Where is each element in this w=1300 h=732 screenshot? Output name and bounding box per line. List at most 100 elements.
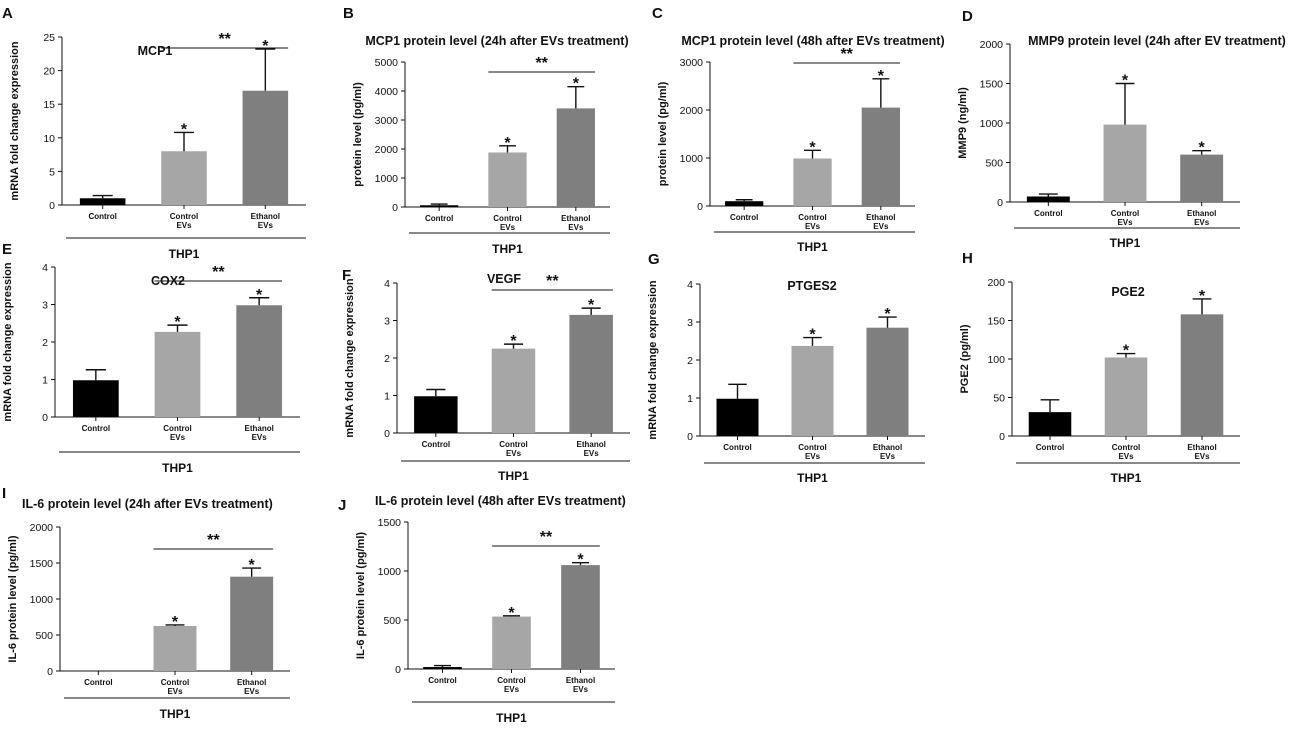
x-tick-label-line: EVs: [568, 223, 584, 232]
y-tick-label: 2000: [30, 522, 54, 534]
bar-2: [488, 152, 527, 207]
x-tick-label: Control: [82, 424, 110, 433]
chart-title: MCP1: [138, 44, 173, 58]
y-tick-label: 1500: [30, 558, 54, 570]
x-tick-label: Control: [428, 676, 456, 685]
panel-letter: B: [343, 5, 354, 22]
bar-1: [716, 398, 759, 436]
y-tick-label: 20: [43, 66, 55, 78]
y-tick-label: 0: [999, 431, 1005, 443]
bar-2: [153, 626, 197, 671]
x-tick-label-line: Ethanol: [1187, 209, 1216, 218]
x-tick-label: Ethanol EVs: [1187, 443, 1216, 461]
x-tick-label: Control EVs: [493, 214, 521, 232]
bar-2: [1104, 357, 1148, 436]
significance-star: *: [809, 327, 816, 344]
chart-title: IL-6 protein level (24h after EVs treatm…: [22, 497, 273, 511]
x-tick-label-line: EVs: [244, 687, 260, 696]
x-tick-label-line: EVs: [573, 685, 589, 694]
x-tick-label: Ethanol EVs: [251, 212, 280, 230]
x-tick-label: Control EVs: [798, 213, 826, 231]
significance-star: *: [1122, 73, 1129, 90]
panel-letter: D: [962, 8, 973, 25]
x-tick-label: Control EVs: [497, 676, 525, 694]
group-label: THP1: [492, 242, 523, 256]
y-tick-label: 2000: [680, 105, 704, 117]
bar-3: [561, 565, 600, 669]
y-tick-label: 10: [43, 133, 55, 145]
bar-3: [861, 107, 900, 206]
bar-3: [569, 314, 613, 433]
x-tick-label-line: Control: [1111, 209, 1139, 218]
y-tick-label: 50: [993, 393, 1005, 405]
y-tick-label: 100: [987, 354, 1005, 366]
chart-title: PGE2: [1111, 285, 1144, 299]
bar-3: [230, 576, 274, 671]
x-tick-label: Ethanol EVs: [866, 213, 895, 231]
x-tick-label: Control EVs: [499, 440, 527, 458]
x-tick-label-line: EVs: [258, 221, 274, 230]
chart-panel-h: H PGE2 PGE2 (pg/ml) 0 50 100 150 200 Control * Con…: [959, 250, 1240, 485]
x-tick-label-line: EVs: [506, 449, 522, 458]
panel-letter: F: [342, 267, 351, 284]
chart-panel-f: F VEGF mRNA fold change expression 0 1 2 3 4 Con…: [342, 267, 630, 483]
panel-letter: C: [652, 5, 663, 22]
bar-3: [866, 327, 909, 436]
x-tick-label-line: Ethanol: [237, 678, 266, 687]
chart-title: MCP1 protein level (24h after EVs treatm…: [365, 34, 628, 48]
significance-star: *: [1199, 140, 1206, 157]
x-tick-label: Control EVs: [161, 678, 189, 696]
y-tick-label: 15: [43, 99, 55, 111]
group-label: THP1: [797, 471, 828, 485]
bracket-label: **: [218, 31, 231, 48]
y-tick-label: 1: [384, 391, 390, 403]
chart-panel-c: C MCP1 protein level (48h after EVs treat…: [652, 5, 945, 254]
x-tick-label-line: EVs: [167, 687, 183, 696]
x-tick-label-line: Control: [428, 676, 456, 685]
significance-star: *: [884, 306, 891, 323]
chart-panel-j: J IL-6 protein level (48h after EVs treat…: [338, 494, 626, 725]
x-tick-label-line: Control: [82, 424, 110, 433]
y-tick-label: 4: [384, 278, 390, 290]
panel-letter: A: [2, 5, 13, 22]
x-tick-label-line: Control: [1034, 209, 1062, 218]
significance-star: *: [1199, 288, 1206, 305]
bracket-label: **: [540, 529, 553, 546]
significance-star: *: [508, 605, 515, 622]
bar-2: [1103, 124, 1147, 202]
y-tick-label: 2: [687, 355, 693, 367]
panel-letter: I: [2, 485, 6, 502]
y-tick-label: 0: [997, 197, 1003, 209]
bar-2: [161, 151, 207, 205]
x-tick-label-line: Ethanol: [244, 424, 273, 433]
bar-3: [236, 305, 283, 417]
x-tick-label-line: Ethanol: [566, 676, 595, 685]
x-tick-label-line: EVs: [805, 452, 821, 461]
y-axis-label: PGE2 (pg/ml): [959, 324, 971, 393]
y-tick-label: 1500: [980, 79, 1004, 91]
x-tick-label: Control EVs: [170, 212, 198, 230]
y-tick-label: 500: [985, 158, 1003, 170]
y-tick-label: 4: [42, 262, 48, 274]
panel-letter: G: [648, 251, 660, 268]
y-tick-label: 500: [383, 615, 401, 627]
x-tick-label-line: EVs: [873, 222, 889, 231]
x-tick-label-line: Control: [88, 212, 116, 221]
y-axis-label: mRNA fold change expression: [9, 41, 21, 200]
significance-star: *: [172, 614, 179, 631]
x-tick-label-line: EVs: [1118, 452, 1134, 461]
x-tick-label: Control: [425, 214, 453, 223]
chart-title: PTGES2: [787, 279, 836, 293]
significance-star: *: [174, 314, 181, 331]
chart-panel-i: I IL-6 protein level (24h after EVs treat…: [2, 485, 290, 721]
group-label: THP1: [1111, 471, 1142, 485]
x-tick-label-line: Control: [1112, 443, 1140, 452]
x-tick-label: Control EVs: [1112, 443, 1140, 461]
x-tick-label-line: EVs: [1194, 218, 1210, 227]
x-tick-label-line: Control: [1036, 443, 1064, 452]
x-tick-label-line: EVs: [805, 222, 821, 231]
y-tick-label: 5000: [375, 57, 399, 69]
y-tick-label: 150: [987, 316, 1005, 328]
group-label: THP1: [1110, 236, 1141, 250]
